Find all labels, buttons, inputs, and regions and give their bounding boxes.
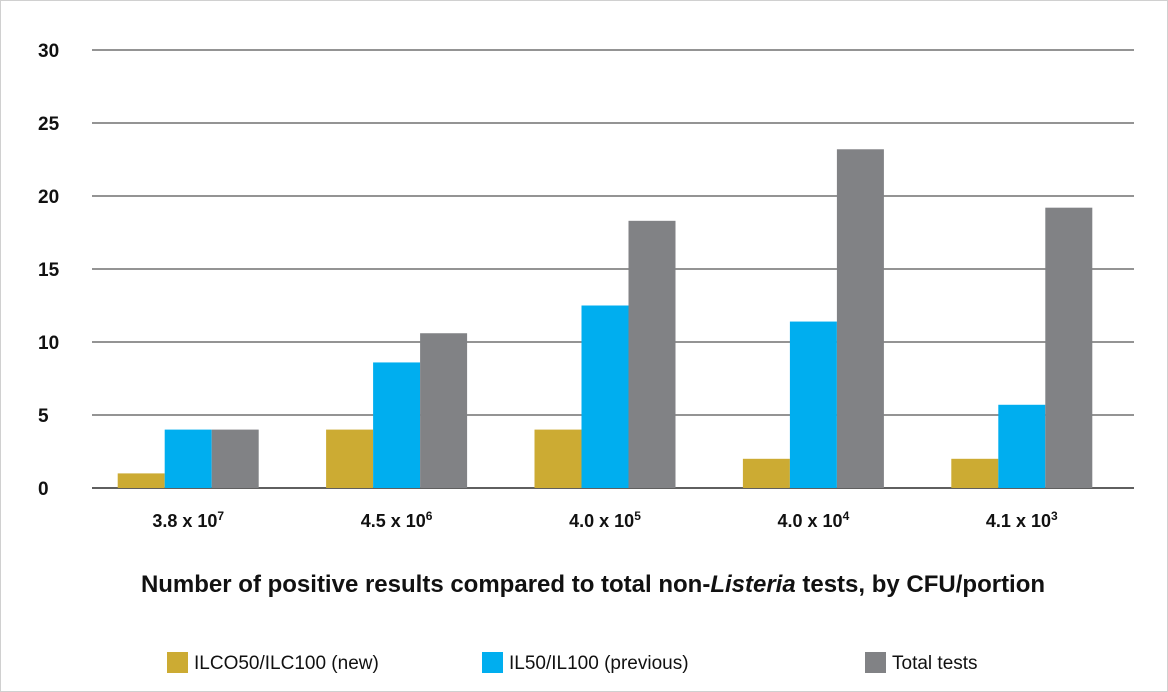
x-tick-exponent: 5 (634, 509, 641, 523)
x-tick-label: 4.1 x 103 (986, 509, 1058, 531)
x-tick-exponent: 3 (1051, 509, 1058, 523)
bar (420, 333, 468, 488)
x-tick-label: 4.0 x 104 (778, 509, 850, 531)
bar (534, 429, 582, 488)
bar (211, 429, 259, 488)
y-tick-label: 5 (38, 406, 49, 427)
y-tick-label: 15 (38, 260, 60, 281)
bar (581, 305, 629, 488)
bar (789, 321, 837, 488)
chart-title-before: Number of positive results compared to t… (141, 571, 710, 598)
legend: ILCO50/ILC100 (new) IL50/IL100 (previous)… (167, 652, 978, 674)
x-tick-label: 4.0 x 105 (569, 509, 641, 531)
x-tick-base: 3.8 x 10 (152, 511, 217, 531)
bar (742, 458, 790, 488)
legend-label: ILCO50/ILC100 (new) (194, 653, 379, 674)
bar (836, 149, 884, 488)
legend-label: Total tests (892, 653, 978, 674)
legend-swatch (865, 652, 886, 673)
x-tick-exponent: 6 (426, 509, 433, 523)
chart-title-after: tests, by CFU/portion (796, 571, 1045, 598)
y-tick-label: 10 (38, 333, 59, 354)
y-tick-label: 20 (38, 187, 59, 208)
x-tick-label: 4.5 x 106 (361, 509, 433, 531)
legend-swatch (482, 652, 503, 673)
bar (628, 220, 676, 488)
bars (117, 149, 1093, 488)
bar (164, 429, 212, 488)
y-tick-label: 25 (38, 114, 60, 135)
x-tick-base: 4.0 x 10 (569, 511, 634, 531)
bar (951, 458, 999, 488)
bar (998, 404, 1046, 488)
y-axis-ticks: 0 5 10 15 20 25 30 (38, 41, 60, 500)
bar (373, 362, 421, 488)
legend-swatch (167, 652, 188, 673)
bar (1045, 207, 1093, 488)
y-tick-label: 0 (38, 479, 49, 500)
bar (117, 473, 165, 488)
x-tick-exponent: 4 (843, 509, 850, 523)
y-tick-label: 30 (38, 41, 59, 62)
chart-title: Number of positive results compared to t… (141, 571, 1045, 598)
bar (326, 429, 374, 488)
x-axis-ticks: 3.8 x 107 4.5 x 106 4.0 x 105 4.0 x 104 4.1 … (152, 509, 1058, 531)
x-tick-base: 4.1 x 10 (986, 511, 1051, 531)
x-tick-base: 4.0 x 10 (778, 511, 843, 531)
legend-label: IL50/IL100 (previous) (509, 653, 689, 674)
x-tick-label: 3.8 x 107 (152, 509, 224, 531)
x-tick-base: 4.5 x 10 (361, 511, 426, 531)
chart-title-italic: Listeria (710, 571, 795, 598)
x-tick-exponent: 7 (217, 509, 224, 523)
